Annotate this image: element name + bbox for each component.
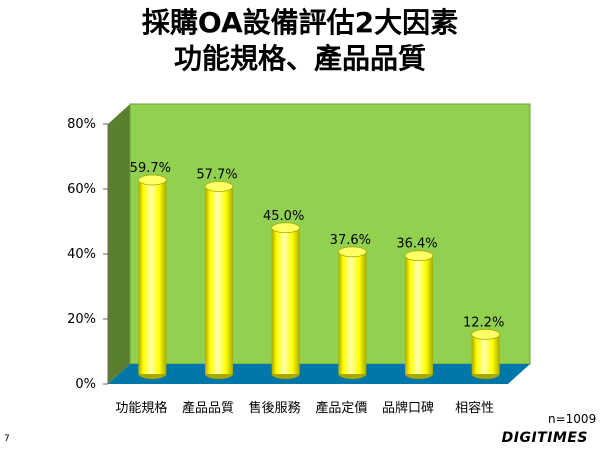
page-number: 7 [4, 434, 10, 444]
x-tick-label: 產品定價 [315, 400, 367, 416]
bars: 59.7% 57.7% 45.0% 37.6% 36.4% 12.2% [130, 161, 504, 379]
y-tick-label: 80% [67, 117, 96, 132]
data-label: 36.4% [396, 237, 437, 252]
chart-title-line2: 功能規格、產品品質 [173, 42, 426, 75]
x-tick-label: 功能規格 [115, 400, 167, 416]
brand-logo: DIGITIMES [501, 430, 588, 446]
y-axis: 0% 20% 40% 60% 80% [67, 117, 109, 392]
x-tick-label: 產品品質 [182, 400, 234, 416]
x-tick-label: 相容性 [455, 400, 494, 416]
bar [271, 222, 301, 379]
bar [471, 328, 501, 379]
chart-floor [108, 364, 530, 384]
x-tick-label: 售後服務 [249, 400, 301, 416]
x-tick-label: 品牌口碑 [382, 400, 434, 416]
bar [137, 174, 167, 379]
y-tick-label: 40% [67, 247, 96, 262]
y-tick-label: 0% [75, 377, 96, 392]
chart-title-line1: 採購OA設備評估2大因素 [141, 6, 459, 39]
x-axis: 功能規格 產品品質 售後服務 產品定價 品牌口碑 相容性 [115, 400, 494, 416]
bar [204, 181, 234, 379]
data-label: 37.6% [330, 233, 371, 248]
data-label: 57.7% [196, 167, 237, 182]
chart-side-wall [108, 104, 130, 384]
y-tick-label: 20% [67, 312, 96, 327]
y-tick-label: 60% [67, 182, 96, 197]
data-label: 59.7% [130, 161, 171, 176]
sample-size-note: n=1009 [548, 412, 597, 426]
data-label: 12.2% [463, 315, 504, 330]
bar [404, 250, 434, 379]
bar [337, 246, 367, 379]
data-label: 45.0% [263, 209, 304, 224]
